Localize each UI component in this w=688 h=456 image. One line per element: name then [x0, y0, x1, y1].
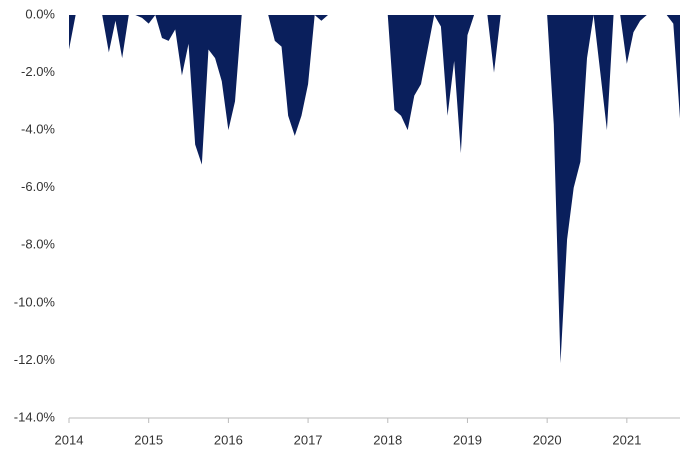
x-tick-label: 2018	[373, 432, 402, 447]
x-tick-label: 2019	[453, 432, 482, 447]
x-tick-label: 2020	[533, 432, 562, 447]
y-tick-label: -2.0%	[21, 64, 55, 79]
drawdown-area	[69, 15, 680, 364]
y-tick-label: -10.0%	[14, 294, 56, 309]
y-tick-label: -14.0%	[14, 409, 56, 424]
x-tick-label: 2015	[134, 432, 163, 447]
x-tick-label: 2017	[294, 432, 323, 447]
y-tick-label: -12.0%	[14, 352, 56, 367]
y-tick-label: -6.0%	[21, 179, 55, 194]
x-tick-label: 2014	[55, 432, 84, 447]
x-tick-label: 2016	[214, 432, 243, 447]
x-tick-label: 2021	[612, 432, 641, 447]
y-tick-label: 0.0%	[25, 6, 55, 21]
y-tick-label: -4.0%	[21, 122, 55, 137]
y-tick-label: -8.0%	[21, 237, 55, 252]
